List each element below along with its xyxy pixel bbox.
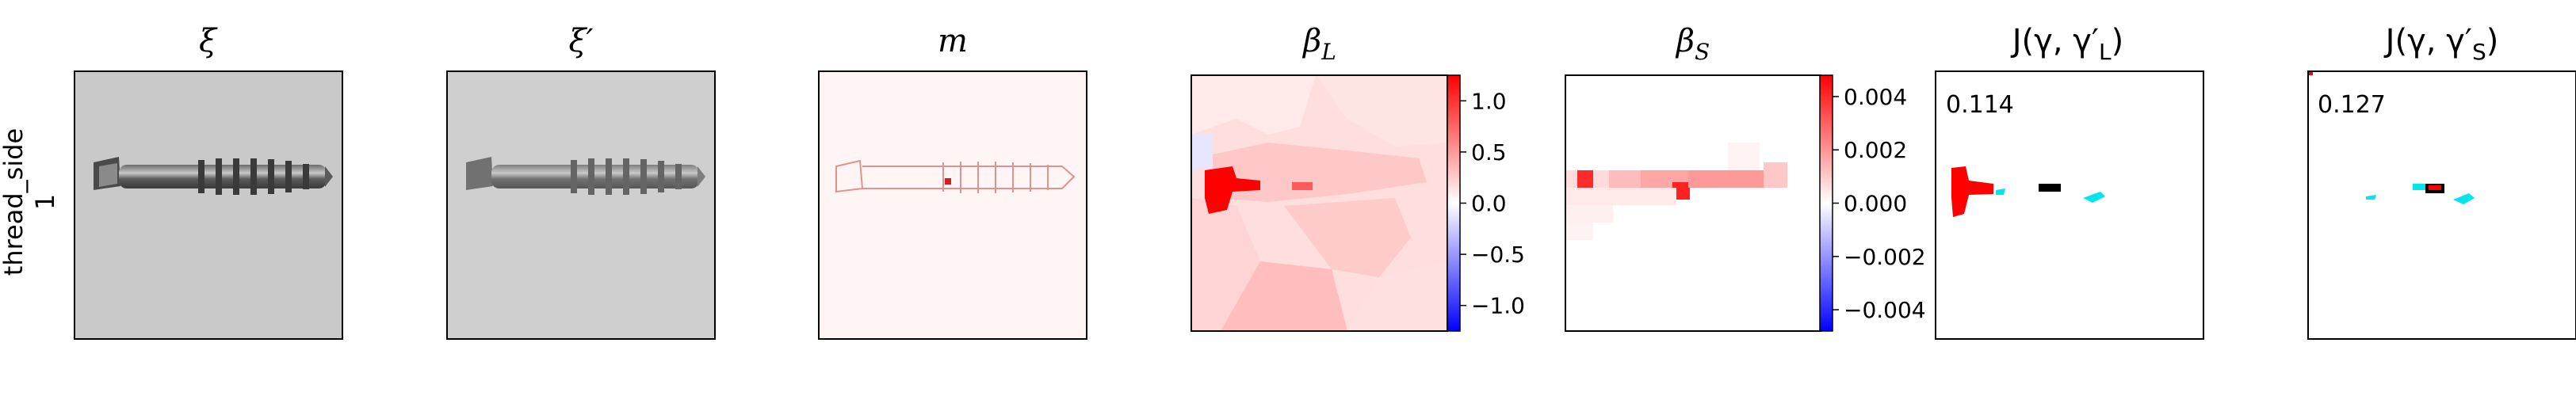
colorbar-beta-S	[1819, 74, 1833, 332]
heatmap-beta-L-regions	[1191, 75, 1447, 331]
panel-title-xi: ξ	[199, 23, 218, 59]
panel-m: m	[818, 23, 1087, 340]
image-xi-background	[75, 71, 342, 339]
colorbar-tick-label: −0.002	[1844, 244, 1926, 270]
image-xi-frame	[74, 70, 343, 340]
panel-title-beta-S: βS	[1675, 23, 1710, 65]
mask-outline-m	[835, 159, 1076, 193]
overlap-J-S-corner-mark	[2308, 71, 2313, 75]
overlap-J-L-gt-region-2	[2083, 192, 2105, 203]
overlap-J-S-gt-region-3	[2453, 193, 2475, 204]
image-m-background	[819, 71, 1087, 339]
panel-beta-S: βS 0.004 0.002 0.000 −0.002 −0.004	[1565, 23, 1926, 332]
score-J-L: 0.114	[1946, 91, 2014, 119]
mask-spot-m	[945, 178, 951, 185]
overlap-J-L-background	[1936, 71, 2203, 339]
panel-title-beta-L: βL	[1301, 23, 1336, 65]
panel-xi: ξ	[74, 23, 343, 340]
panel-J-L: J(γ, γ′L) 0.114	[1935, 23, 2204, 340]
overlap-J-S-gt-region	[2366, 195, 2376, 200]
colorbar-beta-L-ticks: 1.0 0.5 0.0 −0.5 −1.0	[1460, 88, 1525, 319]
heatmap-beta-S-cells	[1565, 143, 1787, 240]
row-label: thread_side 1	[0, 128, 60, 276]
screw-image-xi	[94, 157, 333, 195]
colorbar-tick-label: 0.002	[1844, 137, 1907, 163]
colorbar-tick-label: 0.5	[1471, 139, 1507, 166]
colorbar-beta-S-ticks: 0.004 0.002 0.000 −0.002 −0.004	[1833, 84, 1926, 323]
score-J-S: 0.127	[2318, 91, 2386, 119]
overlap-J-S-gt-region-2	[2413, 184, 2425, 190]
panel-xi-prime: ξ′	[446, 23, 716, 340]
colorbar-tick-label: 0.004	[1844, 84, 1907, 110]
panel-title-J-L: J(γ, γ′L)	[2010, 23, 2123, 65]
panel-beta-L: βL 1.0 0.5 0.0 −0.5 −1.0	[1191, 23, 1525, 332]
overlap-J-L-frame	[1935, 70, 2204, 340]
colorbar-beta-L	[1447, 74, 1461, 332]
overlap-J-L-gt-region	[1996, 188, 2005, 195]
panel-title-J-S: J(γ, γ′S)	[2383, 23, 2499, 65]
overlap-J-L-true-region	[2039, 184, 2061, 192]
image-xi-prime-background	[447, 71, 715, 339]
colorbar-tick-label: 1.0	[1471, 88, 1507, 114]
heatmap-beta-L-hotspot	[1205, 166, 1260, 214]
panel-title-m: m	[938, 23, 968, 59]
image-xi-prime-frame	[446, 70, 716, 340]
heatmap-beta-L-spot	[1292, 182, 1313, 190]
colorbar-tick-label: −1.0	[1471, 293, 1525, 319]
colorbar-tick-label: −0.004	[1844, 297, 1926, 323]
colorbar-tick-label: −0.5	[1471, 242, 1525, 268]
panel-J-S: J(γ, γ′S) 0.127	[2307, 23, 2576, 340]
overlap-J-S-background	[2308, 71, 2576, 339]
overlap-J-S-pred-region	[2429, 185, 2441, 190]
colorbar-tick-label: 0.000	[1844, 191, 1907, 217]
colorbar-tick-label: 0.0	[1471, 191, 1507, 217]
overlap-J-L-pred-region	[1951, 166, 1993, 217]
panel-title-xi-prime: ξ′	[568, 23, 593, 59]
screw-image-xi-prime	[466, 157, 705, 195]
row-label-line1: thread_side	[0, 128, 29, 276]
row-label-line2: 1	[30, 194, 60, 210]
overlap-J-S-frame	[2307, 70, 2576, 340]
image-m-frame	[818, 70, 1087, 340]
